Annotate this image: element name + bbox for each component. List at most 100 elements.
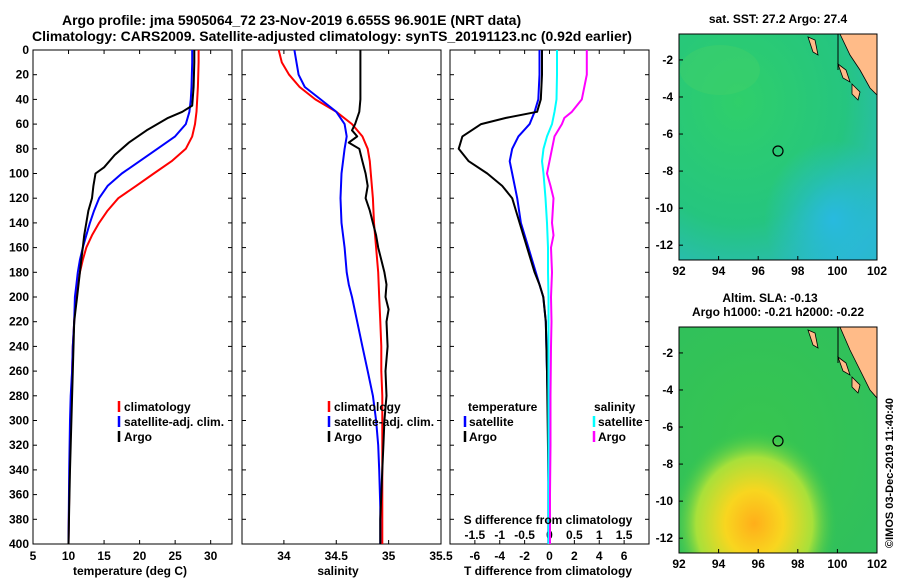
series-line-salinity-argo <box>546 50 588 544</box>
lat-tick-label: -10 <box>656 494 674 508</box>
x-tick-label: 6 <box>621 549 628 563</box>
imos-credit: ©IMOS 03-Dec-2019 11:40:40 <box>884 398 896 548</box>
y-tick-label: 260 <box>9 364 29 378</box>
argo-float-marker <box>772 435 784 447</box>
lat-tick-label: -4 <box>662 383 673 397</box>
y-tick-label: 160 <box>9 241 29 255</box>
x2-tick-label: -1.5 <box>465 528 486 542</box>
y-tick-label: 100 <box>9 167 29 181</box>
series-line-argo <box>347 50 390 544</box>
x-tick-label: 2 <box>571 549 578 563</box>
lon-tick-label: 98 <box>791 264 805 278</box>
x-tick-label: -6 <box>470 549 481 563</box>
difference-panel: -6 -4 -2 0 2 4 6 -1.5 -1 -0.5 0 0.5 1 1.5 temperatur… <box>449 49 650 578</box>
lon-tick-label: 102 <box>867 557 887 571</box>
x-tick-label: 20 <box>133 549 147 563</box>
sla-map-frame <box>678 326 878 554</box>
argo-float-marker <box>772 145 784 157</box>
legend-climatology-label: climatology <box>124 400 191 414</box>
legend-climatology-label: climatology <box>334 400 401 414</box>
lon-tick-label: 102 <box>867 264 887 278</box>
island-landmass <box>807 329 819 349</box>
island-landmass <box>851 376 861 394</box>
legend-satellite-label: satellite-adj. clim. <box>124 415 224 429</box>
y-tick-label: 220 <box>9 315 29 329</box>
y-tick-label: 360 <box>9 488 29 502</box>
sst-map-frame <box>678 33 878 261</box>
y-tick-label: 60 <box>16 117 30 131</box>
island-landmass <box>851 83 861 101</box>
lat-tick-label: -10 <box>656 201 674 215</box>
difference-xlabel: T difference from climatology <box>464 564 632 578</box>
lon-tick-label: 94 <box>712 557 726 571</box>
y-tick-label: 280 <box>9 389 29 403</box>
temperature-panel: 0 20 40 60 80 100 120 140 160 180 200 220 240 260 280 3… <box>9 43 233 578</box>
y-tick-label: 0 <box>22 43 29 57</box>
x2-tick-label: 0.5 <box>566 528 583 542</box>
x-tick-label: 34.5 <box>325 549 349 563</box>
x2-tick-label: -1 <box>494 528 505 542</box>
figure-title-line1: Argo profile: jma 5905064_72 23-Nov-2019… <box>62 12 522 28</box>
legend-salinity-title: salinity <box>594 400 636 414</box>
legend-sal-satellite-label: satellite <box>598 415 643 429</box>
lat-tick-label: -8 <box>662 164 673 178</box>
legend-temperature-title: temperature <box>468 400 538 414</box>
y-tick-label: 140 <box>9 216 29 230</box>
lat-tick-label: -2 <box>662 346 673 360</box>
lat-tick-label: -2 <box>662 53 673 67</box>
series-line-climatology <box>277 49 384 544</box>
series-line-temperature-argo <box>457 50 551 545</box>
y-tick-label: 340 <box>9 463 29 477</box>
x-tick-label: 35 <box>382 549 396 563</box>
salinity-legend: climatology satellite-adj. clim. Argo <box>327 400 434 444</box>
sla-map: Altim. SLA: -0.13 Argo h1000: -0.21 h200… <box>656 291 888 571</box>
sla-map-title-line2: Argo h1000: -0.21 h2000: -0.22 <box>692 305 864 319</box>
y-tick-label: 300 <box>9 414 29 428</box>
sla-map-title-line1: Altim. SLA: -0.13 <box>722 291 818 305</box>
series-line-argo <box>67 50 196 545</box>
legend-temp-satellite-label: satellite <box>469 415 514 429</box>
island-landmass <box>807 36 819 56</box>
lon-tick-label: 92 <box>672 264 686 278</box>
sst-warm-patch <box>680 45 760 95</box>
sla-high-anomaly <box>679 327 877 553</box>
x-tick-label: 25 <box>168 549 182 563</box>
lon-tick-label: 94 <box>712 264 726 278</box>
series-line-satellite-adj-clim- <box>293 49 382 544</box>
legend-temp-argo-label: Argo <box>469 430 497 444</box>
legend-argo-label: Argo <box>124 430 152 444</box>
x2-tick-label: 1.5 <box>616 528 633 542</box>
figure-title-line2: Climatology: CARS2009. Satellite-adjuste… <box>32 28 632 44</box>
y-tick-label: 320 <box>9 438 29 452</box>
sst-map-title: sat. SST: 27.2 Argo: 27.4 <box>709 12 848 26</box>
legend-argo-label: Argo <box>334 430 362 444</box>
legend-sal-argo-label: Argo <box>598 430 626 444</box>
y-tick-label: 400 <box>9 537 29 551</box>
y-tick-label: 200 <box>9 290 29 304</box>
x2-tick-label: 1 <box>596 528 603 542</box>
temperature-legend: climatology satellite-adj. clim. Argo <box>117 400 224 444</box>
island-landmass <box>837 355 851 376</box>
x-tick-label: 15 <box>97 549 111 563</box>
y-tick-label: 40 <box>16 92 30 106</box>
x-tick-label: -4 <box>494 549 505 563</box>
island-landmass <box>837 62 851 83</box>
y-tick-label: 180 <box>9 265 29 279</box>
x-tick-label: 4 <box>596 549 603 563</box>
salinity-panel: 34 34.5 35 35.5 climatology satellite-adj. … <box>241 49 453 578</box>
series-line-salinity-satellite <box>541 50 558 544</box>
lon-tick-label: 96 <box>752 264 766 278</box>
x-tick-label: 30 <box>204 549 218 563</box>
lon-tick-label: 100 <box>827 264 847 278</box>
lat-tick-label: -8 <box>662 457 673 471</box>
lat-tick-label: -12 <box>656 531 674 545</box>
temperature-xlabel: temperature (deg C) <box>73 564 187 578</box>
lat-tick-label: -4 <box>662 90 673 104</box>
x-tick-label: -2 <box>519 549 530 563</box>
x-tick-label: 10 <box>62 549 76 563</box>
x-tick-label: 5 <box>30 549 37 563</box>
temperature-axes-frame <box>32 49 233 545</box>
lat-tick-label: -6 <box>662 420 673 434</box>
lon-tick-label: 98 <box>791 557 805 571</box>
